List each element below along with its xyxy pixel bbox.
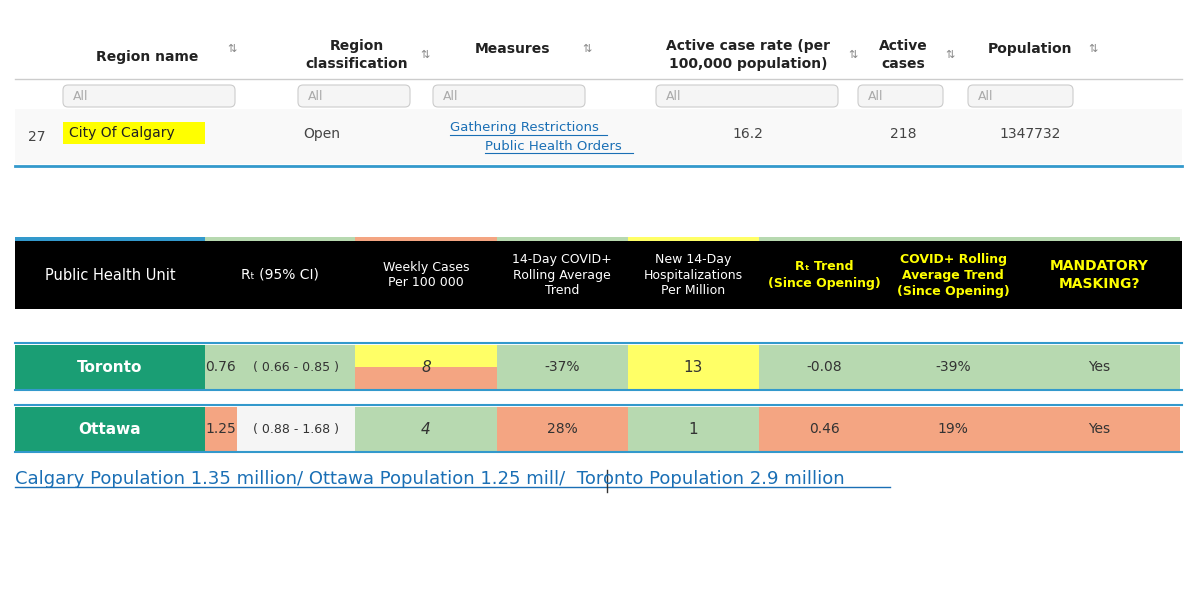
- FancyBboxPatch shape: [1018, 237, 1180, 241]
- Text: ( 0.66 - 0.85 ): ( 0.66 - 0.85 ): [253, 361, 340, 374]
- Text: 0.46: 0.46: [809, 422, 839, 436]
- Text: ( 0.88 - 1.68 ): ( 0.88 - 1.68 ): [253, 423, 340, 435]
- FancyBboxPatch shape: [14, 237, 205, 241]
- FancyBboxPatch shape: [355, 237, 497, 241]
- FancyBboxPatch shape: [355, 345, 497, 367]
- Text: All: All: [978, 90, 994, 103]
- Text: 1: 1: [688, 421, 698, 436]
- FancyBboxPatch shape: [760, 407, 889, 451]
- Text: Yes: Yes: [1088, 360, 1110, 374]
- Text: 28%: 28%: [547, 422, 577, 436]
- FancyBboxPatch shape: [205, 407, 238, 451]
- Text: 8: 8: [421, 359, 431, 374]
- FancyBboxPatch shape: [889, 407, 1018, 451]
- Text: Weekly Cases
Per 100 000: Weekly Cases Per 100 000: [383, 260, 469, 290]
- Text: Calgary Population 1.35 million/ Ottawa Population 1.25 mill/  Toronto Populatio: Calgary Population 1.35 million/ Ottawa …: [14, 470, 845, 488]
- Text: All: All: [443, 90, 458, 103]
- Text: Rₜ Trend
(Since Opening): Rₜ Trend (Since Opening): [768, 260, 881, 290]
- Text: Region name: Region name: [96, 50, 198, 64]
- FancyBboxPatch shape: [858, 85, 943, 107]
- Text: Region
classification: Region classification: [306, 39, 408, 70]
- Text: Active case rate (per
100,000 population): Active case rate (per 100,000 population…: [666, 39, 830, 70]
- Text: MANDATORY
MASKING?: MANDATORY MASKING?: [1050, 259, 1148, 291]
- Text: 27: 27: [29, 130, 46, 144]
- Text: Population: Population: [988, 42, 1073, 56]
- FancyBboxPatch shape: [355, 367, 497, 389]
- FancyBboxPatch shape: [64, 122, 205, 144]
- Text: Toronto: Toronto: [77, 359, 143, 374]
- FancyBboxPatch shape: [205, 345, 238, 389]
- FancyBboxPatch shape: [497, 345, 628, 389]
- FancyBboxPatch shape: [14, 109, 1182, 164]
- FancyBboxPatch shape: [968, 85, 1073, 107]
- Text: Rₜ (95% CI): Rₜ (95% CI): [241, 268, 319, 282]
- Text: New 14-Day
Hospitalizations
Per Million: New 14-Day Hospitalizations Per Million: [643, 253, 743, 297]
- Text: -37%: -37%: [545, 360, 580, 374]
- Text: Open: Open: [302, 127, 340, 141]
- Text: 1347732: 1347732: [1000, 127, 1061, 141]
- FancyBboxPatch shape: [497, 407, 628, 451]
- FancyBboxPatch shape: [656, 85, 838, 107]
- Text: 218: 218: [889, 127, 917, 141]
- FancyBboxPatch shape: [1018, 407, 1180, 451]
- Text: ⇅: ⇅: [1088, 44, 1098, 54]
- FancyBboxPatch shape: [238, 407, 355, 451]
- Text: ⇅: ⇅: [582, 44, 592, 54]
- Text: All: All: [73, 90, 89, 103]
- Text: 16.2: 16.2: [732, 127, 763, 141]
- Text: 13: 13: [683, 359, 703, 374]
- FancyBboxPatch shape: [64, 85, 235, 107]
- FancyBboxPatch shape: [760, 345, 889, 389]
- Text: Ottawa: Ottawa: [79, 421, 142, 436]
- Text: All: All: [666, 90, 682, 103]
- Text: ⇅: ⇅: [848, 50, 858, 60]
- FancyBboxPatch shape: [889, 345, 1018, 389]
- FancyBboxPatch shape: [497, 237, 628, 241]
- Text: Public Health Orders: Public Health Orders: [485, 140, 622, 152]
- Text: All: All: [868, 90, 883, 103]
- Text: COVID+ Rolling
Average Trend
(Since Opening): COVID+ Rolling Average Trend (Since Open…: [896, 253, 1009, 297]
- FancyBboxPatch shape: [889, 237, 1018, 241]
- Text: 0.76: 0.76: [205, 360, 236, 374]
- Text: ⇅: ⇅: [420, 50, 430, 60]
- FancyBboxPatch shape: [205, 237, 355, 241]
- Text: Active
cases: Active cases: [878, 39, 928, 70]
- FancyBboxPatch shape: [238, 345, 355, 389]
- Text: 4: 4: [421, 421, 431, 436]
- FancyBboxPatch shape: [628, 237, 760, 241]
- FancyBboxPatch shape: [355, 407, 497, 451]
- Text: ⇅: ⇅: [227, 44, 236, 54]
- FancyBboxPatch shape: [433, 85, 586, 107]
- Text: 14-Day COVID+
Rolling Average
Trend: 14-Day COVID+ Rolling Average Trend: [512, 253, 612, 297]
- Text: ⇅: ⇅: [946, 50, 955, 60]
- Text: -0.08: -0.08: [806, 360, 842, 374]
- Text: -39%: -39%: [935, 360, 971, 374]
- FancyBboxPatch shape: [298, 85, 410, 107]
- Text: 1.25: 1.25: [205, 422, 236, 436]
- Text: Yes: Yes: [1088, 422, 1110, 436]
- Text: 19%: 19%: [937, 422, 968, 436]
- FancyBboxPatch shape: [14, 345, 205, 389]
- FancyBboxPatch shape: [628, 345, 760, 389]
- FancyBboxPatch shape: [628, 407, 760, 451]
- Text: Gathering Restrictions: Gathering Restrictions: [450, 122, 599, 134]
- Text: All: All: [308, 90, 324, 103]
- Text: Public Health Unit: Public Health Unit: [44, 267, 175, 282]
- FancyBboxPatch shape: [14, 407, 205, 451]
- FancyBboxPatch shape: [760, 237, 889, 241]
- FancyBboxPatch shape: [1018, 345, 1180, 389]
- Text: Measures: Measures: [474, 42, 550, 56]
- Text: City Of Calgary: City Of Calgary: [70, 126, 175, 140]
- FancyBboxPatch shape: [14, 241, 1182, 309]
